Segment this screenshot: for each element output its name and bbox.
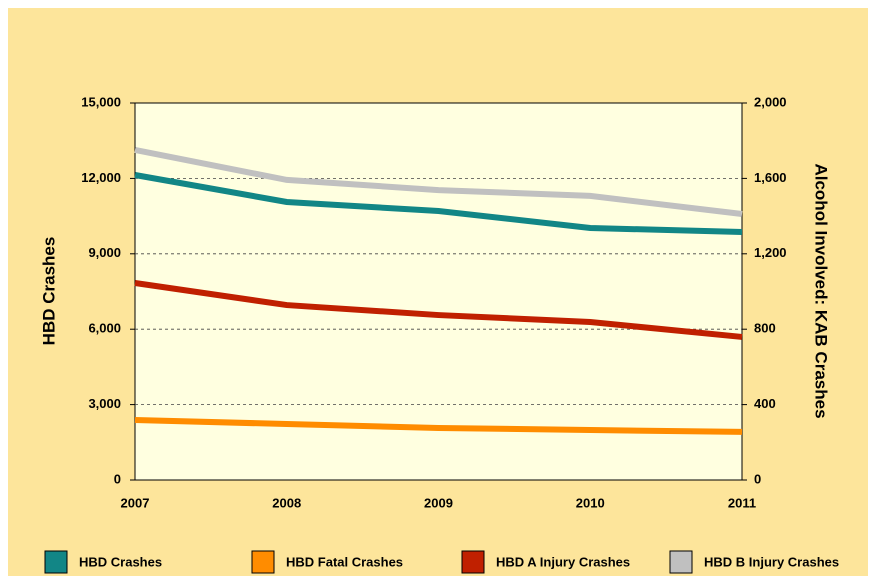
x-tick-label: 2009 (424, 495, 453, 510)
y2-tick-label: 0 (754, 471, 761, 486)
line-series (134, 172, 743, 236)
x-tick-label: 2007 (121, 495, 150, 510)
legend-swatch (461, 550, 485, 574)
y2-tick-label: 800 (754, 321, 776, 336)
y-tick-label: 15,000 (81, 94, 121, 109)
legend-label: HBD Crashes (79, 554, 162, 569)
legend-swatch (44, 550, 68, 574)
y2-tick-label: 1,600 (754, 170, 787, 185)
y2-tick-label: 400 (754, 396, 776, 411)
y-tick-label: 9,000 (88, 245, 121, 260)
y-tick-label: 0 (114, 471, 121, 486)
x-tick-label: 2010 (576, 495, 605, 510)
line-series (134, 417, 743, 435)
line-series (134, 280, 743, 340)
y-tick-label: 6,000 (88, 321, 121, 336)
legend-label: HBD A Injury Crashes (496, 554, 630, 569)
x-tick-label: 2011 (728, 495, 756, 510)
y-tick-label: 12,000 (81, 170, 121, 185)
legend-swatch (669, 550, 693, 574)
legend-label: HBD Fatal Crashes (286, 554, 403, 569)
y-tick-label: 3,000 (88, 396, 121, 411)
plot-area (134, 102, 743, 481)
y2-tick-label: 2,000 (754, 94, 787, 109)
line-series (134, 146, 743, 218)
x-tick-label: 2008 (272, 495, 301, 510)
legend-label: HBD B Injury Crashes (704, 554, 839, 569)
y-axis-title: HBD Crashes (39, 237, 58, 346)
y2-axis-title: Alcohol Involved: KAB Crashes (812, 163, 831, 418)
y2-tick-label: 1,200 (754, 245, 787, 260)
legend-swatch (251, 550, 275, 574)
